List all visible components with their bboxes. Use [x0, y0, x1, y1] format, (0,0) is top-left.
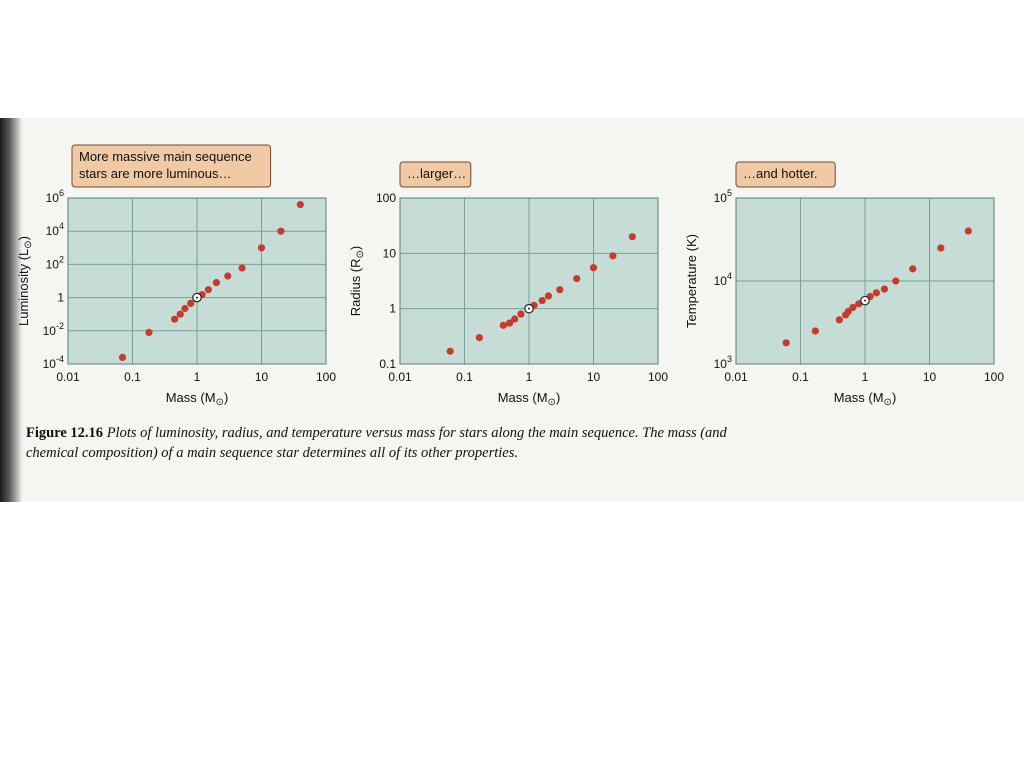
luminosity-x-tick-label: 1	[194, 370, 201, 384]
luminosity-data-point	[181, 304, 189, 313]
radius-x-tick-label: 100	[648, 370, 668, 384]
radius-data-point	[609, 252, 617, 260]
temperature-data-point	[937, 244, 945, 252]
radius-data-point	[544, 292, 553, 300]
temperature-x-tick-label: 1	[862, 370, 869, 384]
temperature-y-axis-label: Temperature (K)	[684, 234, 699, 328]
radius-callout-text: …larger…	[407, 166, 466, 181]
luminosity-y-tick-label: 10-2	[43, 321, 64, 338]
radius-data-point	[556, 286, 564, 294]
luminosity-y-tick-label: 1	[57, 291, 64, 305]
temperature-y-tick-label: 104	[714, 271, 732, 288]
luminosity-data-point	[296, 201, 304, 209]
radius-data-point	[517, 310, 525, 318]
temperature-data-point	[964, 227, 972, 235]
luminosity-x-tick-label: 100	[316, 370, 336, 384]
radius-data-point	[511, 315, 519, 323]
radius-data-point	[589, 264, 598, 272]
temperature-x-axis-label: Mass (M⊙)	[834, 390, 897, 408]
radius-y-tick-label: 0.1	[379, 357, 396, 371]
radius-data-point	[538, 296, 546, 305]
temperature-callout-text: …and hotter.	[743, 166, 817, 181]
luminosity-callout-text: stars are more luminous…	[79, 166, 231, 181]
radius-y-axis-label: Radius (R⊙)	[348, 246, 366, 317]
radius-x-tick-label: 0.1	[456, 370, 473, 384]
luminosity-x-tick-label: 10	[255, 370, 269, 384]
radius-x-tick-label: 0.01	[388, 370, 412, 384]
page-binding-shadow	[0, 118, 22, 502]
radius-data-point	[573, 274, 581, 283]
luminosity-y-tick-label: 102	[46, 254, 64, 271]
temperature-data-point	[880, 285, 889, 293]
luminosity-data-point	[238, 264, 246, 272]
radius-x-tick-label: 1	[526, 370, 533, 384]
radius-callout-box	[399, 161, 472, 188]
radius-plot-frame	[399, 197, 659, 365]
radius-data-point	[505, 319, 514, 327]
luminosity-data-point	[176, 310, 184, 318]
luminosity-data-point	[212, 279, 221, 287]
temperature-callout-box	[735, 161, 836, 188]
radius-data-point	[628, 233, 636, 241]
radius-x-tick-label: 10	[587, 370, 601, 384]
figure-caption: Figure 12.16 Plots of luminosity, radius…	[26, 423, 766, 463]
luminosity-data-point	[171, 315, 179, 323]
luminosity-y-axis-label: Luminosity (L⊙)	[16, 236, 34, 326]
textbook-page-scan: 0.01 0.1 1 10 100 10-4 10-2 1 102 104 106 Mass (M⊙)…	[0, 118, 1024, 502]
radius-data-point	[499, 321, 507, 329]
temperature-x-tick-label: 10	[923, 370, 937, 384]
figure-caption-text: Plots of luminosity, radius, and tempera…	[26, 425, 727, 461]
radius-sun-marker-dot	[528, 307, 530, 310]
luminosity-data-point	[145, 328, 153, 337]
luminosity-x-tick-label: 0.1	[124, 370, 141, 384]
temperature-data-point	[909, 265, 917, 273]
luminosity-y-tick-label: 106	[46, 188, 64, 205]
luminosity-x-axis-label: Mass (M⊙)	[166, 390, 229, 408]
luminosity-y-tick-label: 10-4	[43, 354, 64, 371]
temperature-data-point	[844, 307, 852, 316]
temperature-data-point	[849, 303, 857, 312]
luminosity-data-point	[224, 272, 232, 280]
radius-y-tick-label: 100	[376, 191, 396, 205]
luminosity-data-point	[277, 227, 285, 235]
luminosity-plot: 0.01 0.1 1 10 100 10-4 10-2 1 102 104 106 Mass (M⊙)…	[16, 144, 336, 408]
temperature-x-tick-label: 0.1	[792, 370, 809, 384]
radius-data-point	[475, 333, 483, 342]
temperature-x-tick-label: 100	[984, 370, 1004, 384]
luminosity-sun-marker-dot	[196, 296, 198, 299]
temperature-plot-frame	[735, 197, 995, 365]
luminosity-data-point	[257, 244, 266, 252]
temperature-y-tick-label: 103	[714, 354, 732, 371]
temperature-data-point	[872, 289, 880, 297]
luminosity-data-point	[204, 286, 212, 294]
radius-y-tick-label: 1	[389, 302, 396, 316]
luminosity-plot-frame	[67, 197, 327, 365]
temperature-data-point	[892, 277, 900, 285]
luminosity-callout-box	[71, 144, 272, 188]
radius-y-tick-label: 10	[383, 246, 397, 260]
figure-number: Figure 12.16	[26, 425, 104, 441]
temperature-data-point	[811, 327, 819, 335]
radius-data-point	[446, 347, 454, 355]
temperature-plot: 0.01 0.1 1 10 100 103 104 105 Mass (M⊙) Temperatu…	[684, 161, 1004, 408]
temperature-sun-marker-dot	[864, 299, 866, 302]
luminosity-data-point	[118, 353, 127, 361]
temperature-data-point	[835, 316, 843, 324]
temperature-y-tick-label: 105	[714, 188, 732, 205]
luminosity-data-point	[187, 299, 195, 307]
luminosity-callout-text: More massive main sequence	[79, 149, 252, 164]
luminosity-x-tick-label: 0.01	[56, 370, 80, 384]
radius-x-axis-label: Mass (M⊙)	[498, 390, 561, 408]
luminosity-y-tick-label: 104	[46, 221, 64, 238]
temperature-x-tick-label: 0.01	[724, 370, 748, 384]
temperature-data-point	[782, 339, 790, 347]
